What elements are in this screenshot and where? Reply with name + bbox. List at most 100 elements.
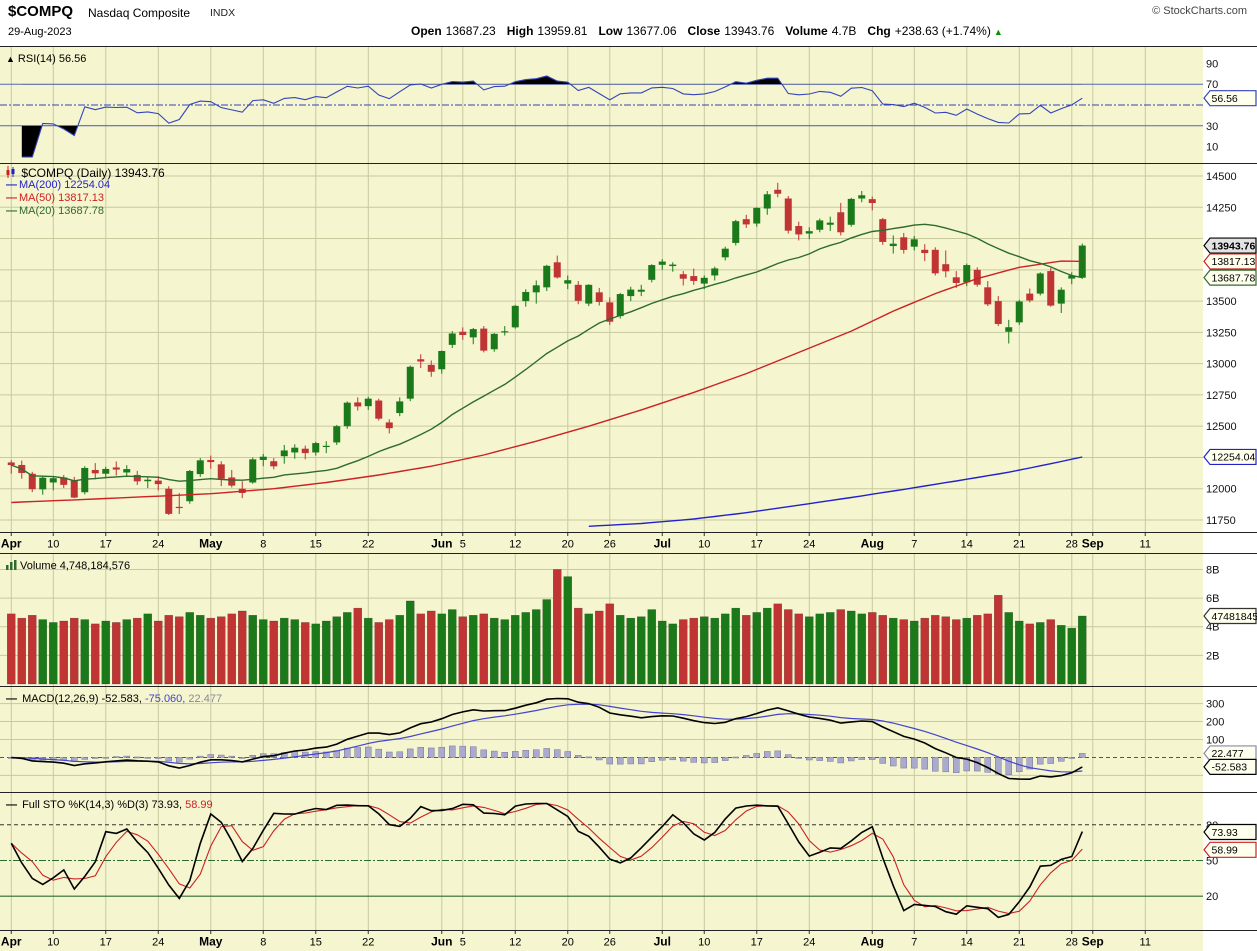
svg-text:Jul: Jul — [654, 537, 671, 551]
svg-text:Apr: Apr — [1, 537, 22, 551]
quote-label: Volume — [785, 24, 828, 38]
svg-text:11750: 11750 — [1206, 515, 1236, 527]
sto-k-value: 73.93, — [151, 799, 183, 811]
svg-text:56.56: 56.56 — [1212, 93, 1238, 105]
svg-text:30: 30 — [1206, 121, 1218, 133]
svg-text:100: 100 — [1206, 735, 1224, 747]
svg-text:8B: 8B — [1206, 564, 1219, 576]
svg-text:Jun: Jun — [431, 935, 452, 949]
svg-text:Jun: Jun — [431, 537, 452, 551]
svg-text:70: 70 — [1206, 79, 1218, 91]
rsi-legend: ▲ RSI(14) 56.56 — [6, 49, 86, 67]
ma200-legend: MA(200) 12254.04 — [19, 179, 111, 191]
svg-text:17: 17 — [100, 937, 112, 949]
svg-text:-52.583: -52.583 — [1212, 762, 1248, 774]
macd-hist-value: 22.477 — [188, 693, 223, 705]
chart-header: $COMPQ Nasdaq Composite INDX © StockChar… — [0, 0, 1257, 46]
svg-text:5: 5 — [460, 937, 466, 949]
quote-bar: Open 13687.23 High 13959.81 Low 13677.06 Close… — [400, 24, 1003, 38]
svg-text:22.477: 22.477 — [1212, 748, 1244, 760]
rsi-plot: 90 70 30 10 56.56 — [0, 47, 1257, 163]
svg-text:12: 12 — [509, 937, 521, 949]
svg-text:May: May — [199, 537, 223, 551]
svg-text:12254.04: 12254.04 — [1212, 452, 1256, 464]
svg-text:Jul: Jul — [654, 935, 671, 949]
svg-text:21: 21 — [1013, 539, 1025, 551]
svg-text:8: 8 — [260, 937, 266, 949]
svg-text:6B: 6B — [1206, 593, 1219, 605]
svg-text:10: 10 — [47, 539, 59, 551]
svg-text:20: 20 — [562, 937, 574, 949]
rsi-legend-text: RSI(14) 56.56 — [17, 53, 87, 65]
volume-legend-text: Volume 4,748,184,576 — [20, 560, 131, 572]
change-up-icon: ▲ — [993, 27, 1003, 37]
svg-text:21: 21 — [1013, 937, 1025, 949]
symbol-name: Nasdaq Composite — [88, 6, 191, 20]
svg-text:14500: 14500 — [1206, 171, 1237, 183]
svg-text:7: 7 — [911, 539, 917, 551]
ma50-line-icon: — — [6, 192, 17, 204]
quote-value: 4.7B — [831, 24, 857, 38]
svg-text:13687.78: 13687.78 — [1212, 272, 1256, 284]
macd-signal-value: -75.060, — [144, 693, 186, 705]
quote-label: Chg — [867, 24, 891, 38]
svg-text:28: 28 — [1066, 539, 1078, 551]
svg-text:Aug: Aug — [861, 935, 884, 949]
svg-text:10: 10 — [1206, 142, 1218, 154]
x-axis-mid-labels: Apr 10 17 24 May 8 15 22 Jun 5 12 20 26 Jul 10 17 24 Aug 7… — [0, 533, 1203, 553]
svg-text:Apr: Apr — [1, 935, 22, 949]
macd-line-icon: — — [6, 693, 17, 705]
x-axis-bottom-labels: Apr 10 17 24 May 8 15 22 Jun 5 12 20 26 Jul 10 17 24 Aug 7… — [0, 931, 1203, 951]
svg-text:15: 15 — [310, 937, 322, 949]
svg-text:26: 26 — [604, 539, 616, 551]
svg-text:73.93: 73.93 — [1212, 827, 1238, 839]
ma20-line-icon: — — [6, 205, 17, 217]
svg-text:May: May — [199, 935, 223, 949]
svg-text:24: 24 — [803, 539, 815, 551]
chart-date: 29-Aug-2023 — [8, 26, 72, 38]
svg-text:200: 200 — [1206, 717, 1224, 729]
candlestick-icon — [6, 166, 15, 178]
svg-text:12000: 12000 — [1206, 484, 1237, 496]
svg-text:5: 5 — [460, 539, 466, 551]
macd-legend: — MACD(12,26,9) -52.583, -75.060, 22.477 — [6, 689, 222, 707]
svg-text:12: 12 — [509, 539, 521, 551]
price-plot: 14500 14250 13500 13250 13000 12750 12500 12000… — [0, 164, 1257, 532]
sto-line-icon: — — [6, 799, 17, 811]
svg-text:26: 26 — [604, 937, 616, 949]
svg-text:90: 90 — [1206, 58, 1218, 70]
svg-text:14: 14 — [961, 539, 973, 551]
svg-text:20: 20 — [562, 539, 574, 551]
quote-value: 13687.23 — [445, 24, 496, 38]
sto-d-value: 58.99 — [185, 799, 213, 811]
svg-text:Sep: Sep — [1082, 935, 1104, 949]
svg-text:13500: 13500 — [1206, 296, 1237, 308]
sto-title: Full STO %K(14,3) %D(3) — [22, 799, 149, 811]
rsi-icon: ▲ — [6, 54, 15, 64]
svg-text:13943.76: 13943.76 — [1212, 240, 1256, 252]
svg-text:24: 24 — [152, 937, 164, 949]
svg-text:7: 7 — [911, 937, 917, 949]
quote-label: High — [506, 24, 534, 38]
svg-text:13000: 13000 — [1206, 359, 1237, 371]
svg-text:28: 28 — [1066, 937, 1078, 949]
macd-title: MACD(12,26,9) — [22, 693, 99, 705]
svg-text:17: 17 — [751, 937, 763, 949]
svg-text:50: 50 — [1206, 856, 1218, 868]
svg-text:13250: 13250 — [1206, 327, 1237, 339]
macd-value: -52.583, — [101, 693, 142, 705]
svg-text:22: 22 — [362, 539, 374, 551]
svg-text:58.99: 58.99 — [1212, 845, 1238, 857]
x-axis-mid: Apr 10 17 24 May 8 15 22 Jun 5 12 20 26 Jul 10 17 24 Aug 7… — [0, 533, 1257, 553]
volume-plot: 8B 6B 4B 2B 47481845 — [0, 554, 1257, 686]
quote-label: Low — [598, 24, 623, 38]
svg-text:47481845: 47481845 — [1212, 611, 1257, 623]
svg-text:8: 8 — [260, 539, 266, 551]
stochastic-panel: — Full STO %K(14,3) %D(3) 73.93, 58.99 8… — [0, 792, 1257, 931]
price-legend-main: $COMPQ (Daily) 13943.76 — [21, 166, 165, 180]
svg-text:13817.13: 13817.13 — [1212, 256, 1256, 268]
svg-text:4B: 4B — [1206, 622, 1219, 634]
